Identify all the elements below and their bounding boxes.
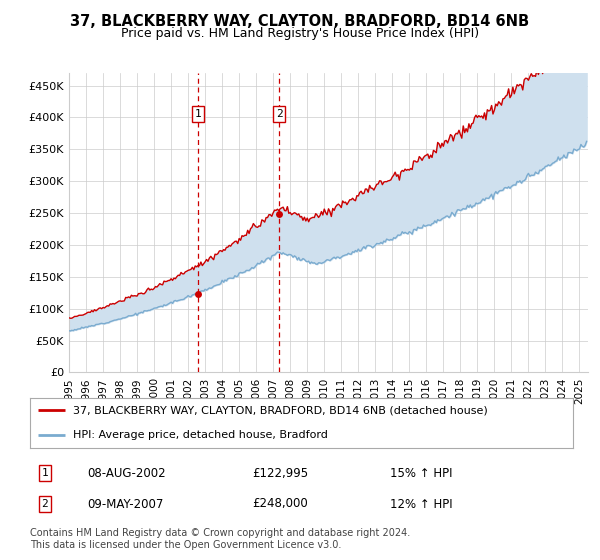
Text: 2: 2	[41, 499, 49, 509]
Text: 37, BLACKBERRY WAY, CLAYTON, BRADFORD, BD14 6NB (detached house): 37, BLACKBERRY WAY, CLAYTON, BRADFORD, B…	[73, 405, 488, 415]
Text: 1: 1	[41, 468, 49, 478]
Text: Contains HM Land Registry data © Crown copyright and database right 2024.
This d: Contains HM Land Registry data © Crown c…	[30, 528, 410, 550]
Text: 12% ↑ HPI: 12% ↑ HPI	[390, 497, 452, 511]
Text: 1: 1	[195, 109, 202, 119]
Text: Price paid vs. HM Land Registry's House Price Index (HPI): Price paid vs. HM Land Registry's House …	[121, 27, 479, 40]
Text: 09-MAY-2007: 09-MAY-2007	[87, 497, 163, 511]
Text: £122,995: £122,995	[252, 466, 308, 480]
Text: 2: 2	[276, 109, 283, 119]
Text: 08-AUG-2002: 08-AUG-2002	[87, 466, 166, 480]
Text: HPI: Average price, detached house, Bradford: HPI: Average price, detached house, Brad…	[73, 431, 328, 440]
Text: 15% ↑ HPI: 15% ↑ HPI	[390, 466, 452, 480]
Text: 37, BLACKBERRY WAY, CLAYTON, BRADFORD, BD14 6NB: 37, BLACKBERRY WAY, CLAYTON, BRADFORD, B…	[70, 14, 530, 29]
Text: £248,000: £248,000	[252, 497, 308, 511]
